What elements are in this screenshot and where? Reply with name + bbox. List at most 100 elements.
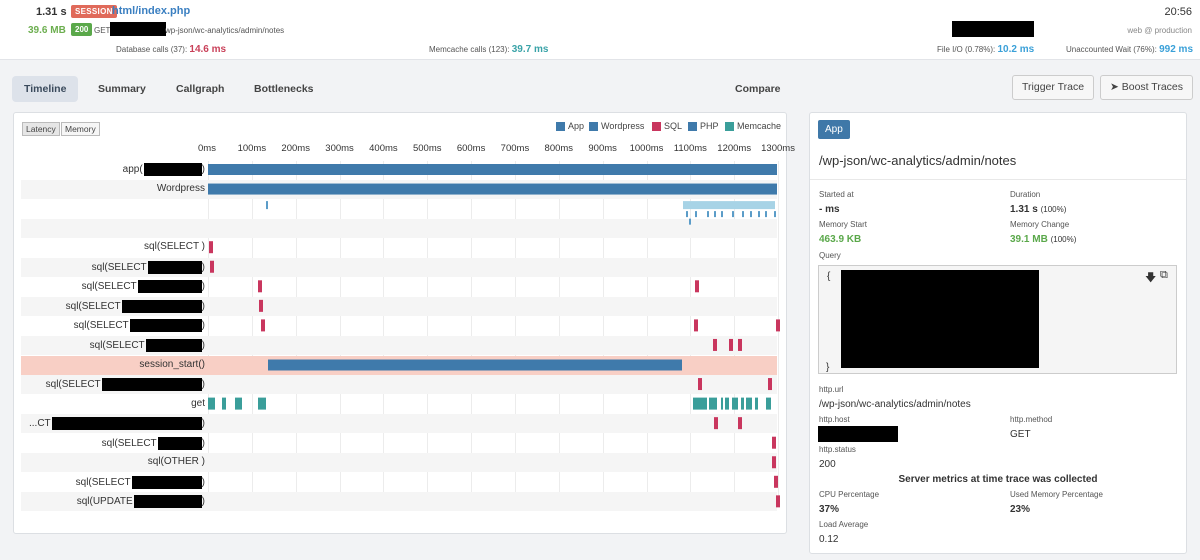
row-label: session_start() bbox=[139, 358, 205, 370]
sql-span-bar[interactable] bbox=[209, 241, 213, 254]
latency-toggle[interactable]: Latency bbox=[22, 122, 60, 136]
php-span-bar[interactable] bbox=[721, 211, 723, 218]
timeline-row[interactable]: sql(SELECT) bbox=[21, 296, 777, 316]
legend-swatch bbox=[589, 121, 598, 131]
php-span-bar[interactable] bbox=[695, 211, 697, 218]
gridline bbox=[602, 161, 604, 507]
sql-span-bar[interactable] bbox=[729, 338, 733, 351]
legend-item[interactable]: Wordpress bbox=[589, 121, 644, 131]
legend-swatch bbox=[725, 121, 734, 131]
timeline-row[interactable]: get bbox=[21, 395, 777, 414]
tab-timeline[interactable]: Timeline bbox=[12, 76, 79, 102]
memcache-span-bar[interactable] bbox=[732, 397, 738, 410]
legend-item[interactable]: PHP bbox=[688, 121, 719, 131]
php-span-bar[interactable] bbox=[750, 211, 752, 218]
sql-span-bar[interactable] bbox=[772, 436, 776, 449]
sql-span-bar[interactable] bbox=[738, 417, 742, 430]
row-label: sql(SELECT) bbox=[91, 260, 205, 274]
app-span-bar[interactable] bbox=[208, 164, 777, 175]
redacted-block bbox=[145, 338, 202, 352]
php-span-bar[interactable] bbox=[707, 211, 709, 218]
gridline bbox=[690, 161, 692, 507]
load-average-label: Load Average bbox=[819, 520, 869, 529]
timeline-row[interactable]: sql(OTHER ) bbox=[21, 453, 777, 473]
memcache-span-bar[interactable] bbox=[755, 397, 758, 410]
tab-compare[interactable]: Compare bbox=[735, 83, 781, 95]
timeline-row[interactable]: sql(SELECT) bbox=[21, 335, 777, 355]
php-span-bar[interactable] bbox=[774, 211, 776, 218]
sql-span-bar[interactable] bbox=[210, 260, 214, 273]
boost-traces-label: Boost Traces bbox=[1121, 81, 1184, 93]
php-span-bar[interactable] bbox=[683, 201, 775, 210]
legend-item[interactable]: Memcache bbox=[725, 121, 781, 131]
legend-item[interactable]: App bbox=[556, 121, 584, 131]
load-average-value: 0.12 bbox=[819, 534, 839, 545]
sql-span-bar[interactable] bbox=[259, 299, 263, 312]
sql-span-bar[interactable] bbox=[772, 456, 776, 469]
tab-bottlenecks[interactable]: Bottlenecks bbox=[254, 83, 314, 95]
memcache-span-bar[interactable] bbox=[721, 397, 723, 410]
php-span-bar[interactable] bbox=[732, 211, 734, 218]
php-span-bar[interactable] bbox=[758, 211, 760, 218]
memcache-span-bar[interactable] bbox=[741, 397, 744, 410]
timeline-row[interactable]: sql(SELECT) bbox=[21, 277, 777, 296]
tab-callgraph[interactable]: Callgraph bbox=[176, 83, 225, 95]
timeline-row[interactable]: sql(SELECT) bbox=[21, 316, 777, 335]
memcache-span-bar[interactable] bbox=[746, 397, 752, 410]
timeline-row[interactable]: sql(SELECT) bbox=[21, 473, 777, 492]
download-icon[interactable]: 🡇 bbox=[1145, 272, 1157, 284]
redacted-block bbox=[952, 21, 1034, 37]
trace-memory: 39.6 MB bbox=[28, 25, 66, 36]
file-io-metric: File I/O (0.78%): 10.2 ms bbox=[937, 44, 1035, 55]
memcache-span-bar[interactable] bbox=[235, 397, 242, 410]
sql-span-bar[interactable] bbox=[738, 338, 742, 351]
timeline-row[interactable] bbox=[21, 218, 777, 238]
sql-span-bar[interactable] bbox=[261, 319, 265, 332]
gridline bbox=[646, 161, 648, 507]
tick-label: 1000ms bbox=[629, 143, 664, 154]
wordpress-span-bar[interactable] bbox=[208, 183, 777, 195]
copy-icon[interactable]: ⧉ bbox=[1160, 269, 1168, 281]
php-span-bar[interactable] bbox=[765, 211, 767, 218]
memcache-span-bar[interactable] bbox=[258, 397, 266, 410]
php-span-bar[interactable] bbox=[266, 201, 268, 210]
sql-span-bar[interactable] bbox=[695, 280, 699, 293]
timeline-row[interactable]: sql(SELECT) bbox=[21, 434, 777, 453]
timeline-row[interactable]: ...CT) bbox=[21, 414, 777, 434]
memcache-span-bar[interactable] bbox=[766, 397, 771, 410]
memcache-span-bar[interactable] bbox=[208, 397, 215, 410]
memcache-span-bar[interactable] bbox=[725, 397, 729, 410]
sql-span-bar[interactable] bbox=[774, 475, 778, 488]
boost-traces-button[interactable]: ➤ Boost Traces bbox=[1100, 75, 1194, 100]
timeline-row[interactable]: sql(UPDATE) bbox=[21, 492, 777, 512]
sql-span-bar[interactable] bbox=[698, 378, 702, 391]
sql-span-bar[interactable] bbox=[776, 319, 780, 332]
php-span-bar[interactable] bbox=[689, 218, 691, 225]
php-span-bar[interactable] bbox=[686, 211, 688, 218]
redacted-block bbox=[101, 378, 202, 392]
session-start-span-bar[interactable] bbox=[268, 359, 682, 371]
gridline bbox=[558, 161, 560, 507]
php-span-bar[interactable] bbox=[742, 211, 744, 218]
php-span-bar[interactable] bbox=[714, 211, 716, 218]
memcache-span-bar[interactable] bbox=[709, 397, 717, 410]
sql-span-bar[interactable] bbox=[713, 338, 717, 351]
sql-span-bar[interactable] bbox=[768, 378, 772, 391]
timeline-row[interactable]: sql(SELECT) bbox=[21, 375, 777, 395]
legend-item[interactable]: SQL bbox=[652, 121, 682, 131]
sql-span-bar[interactable] bbox=[714, 417, 718, 430]
memcache-span-bar[interactable] bbox=[222, 397, 226, 410]
sql-span-bar[interactable] bbox=[776, 495, 780, 508]
memory-toggle[interactable]: Memory bbox=[61, 122, 100, 136]
timeline-row[interactable]: sql(SELECT ) bbox=[21, 238, 777, 257]
gridline bbox=[339, 161, 341, 507]
sql-span-bar[interactable] bbox=[694, 319, 698, 332]
legend-label: Memcache bbox=[737, 121, 782, 131]
tab-summary[interactable]: Summary bbox=[98, 83, 146, 95]
sql-span-bar[interactable] bbox=[258, 280, 262, 293]
trace-file-link[interactable]: html/index.php bbox=[112, 5, 191, 17]
started-at-label: Started at bbox=[819, 190, 854, 199]
timeline-row[interactable]: app() bbox=[21, 160, 777, 179]
trigger-trace-button[interactable]: Trigger Trace bbox=[1012, 75, 1095, 100]
memcache-span-bar[interactable] bbox=[693, 397, 707, 410]
